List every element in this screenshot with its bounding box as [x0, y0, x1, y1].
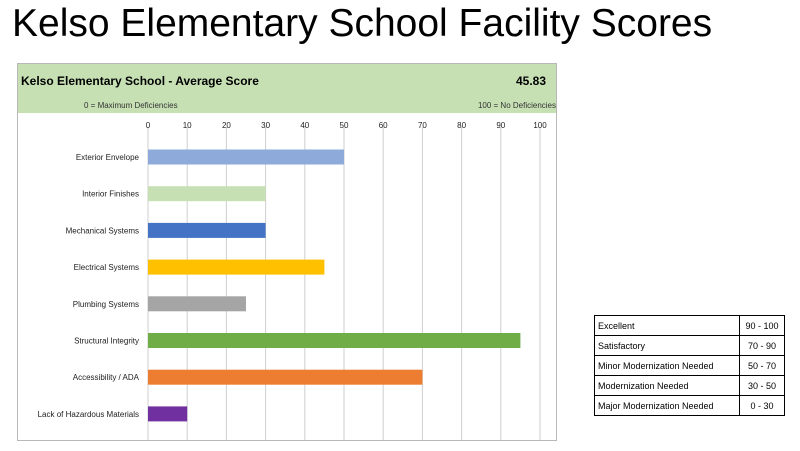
bar-chart: 0 10 20 30 40 50 60 70 80 90 100 Exterior Envelope I…: [38, 121, 547, 440]
bar: [148, 149, 344, 165]
legend-range: 90 - 100: [739, 315, 785, 336]
x-tick-label: 80: [457, 121, 466, 130]
legend-rating: Modernization Needed: [594, 375, 740, 396]
chart-panel: Kelso Elementary School - Average Score …: [17, 63, 557, 441]
bar: [148, 369, 423, 385]
x-tick-label: 20: [222, 121, 231, 130]
legend-row: Major Modernization Needed 0 - 30: [594, 395, 785, 416]
bar: [148, 222, 266, 238]
scale-min-label: 0 = Maximum Deficiencies: [84, 101, 178, 110]
chart-header: Kelso Elementary School - Average Score …: [18, 64, 556, 113]
legend-range: 50 - 70: [739, 355, 785, 376]
legend-range: 0 - 30: [739, 395, 785, 416]
category-label: Electrical Systems: [74, 263, 139, 272]
bar: [148, 406, 188, 422]
x-tick-label: 30: [261, 121, 270, 130]
legend-rating: Satisfactory: [594, 335, 740, 356]
legend-rating: Minor Modernization Needed: [594, 355, 740, 376]
category-label: Lack of Hazardous Materials: [38, 410, 139, 419]
scale-max-label: 100 = No Deficiencies: [477, 101, 556, 110]
category-label: Plumbing Systems: [73, 300, 139, 309]
bar: [148, 333, 521, 348]
bar: [148, 296, 246, 312]
score-legend-table: Excellent 90 - 100 Satisfactory 70 - 90 Mino…: [594, 315, 785, 416]
x-tick-label: 100: [533, 121, 547, 130]
legend-row: Modernization Needed 30 - 50: [594, 375, 785, 396]
x-tick-label: 0: [146, 121, 151, 130]
legend-range: 70 - 90: [739, 335, 785, 356]
category-label: Accessibility / ADA: [73, 373, 140, 382]
x-tick-label: 50: [340, 121, 349, 130]
average-score: 45.83: [515, 74, 546, 88]
legend-range: 30 - 50: [739, 375, 785, 396]
category-label: Exterior Envelope: [76, 153, 140, 162]
category-label: Interior Finishes: [82, 190, 139, 199]
x-tick-label: 40: [300, 121, 309, 130]
legend-rating: Excellent: [594, 315, 740, 336]
x-tick-label: 90: [496, 121, 505, 130]
slide-title: Kelso Elementary School Facility Scores: [12, 2, 713, 45]
legend-rating: Major Modernization Needed: [594, 395, 740, 416]
legend-row: Satisfactory 70 - 90: [594, 335, 785, 356]
category-label: Structural Integrity: [74, 337, 139, 346]
chart-title: Kelso Elementary School - Average Score: [21, 74, 259, 88]
bar: [148, 259, 325, 275]
legend-row: Excellent 90 - 100: [594, 315, 785, 336]
bar: [148, 186, 266, 202]
x-tick-label: 10: [183, 121, 192, 130]
x-tick-label: 60: [379, 121, 388, 130]
x-tick-label: 70: [418, 121, 427, 130]
legend-row: Minor Modernization Needed 50 - 70: [594, 355, 785, 376]
category-label: Mechanical Systems: [66, 226, 139, 235]
